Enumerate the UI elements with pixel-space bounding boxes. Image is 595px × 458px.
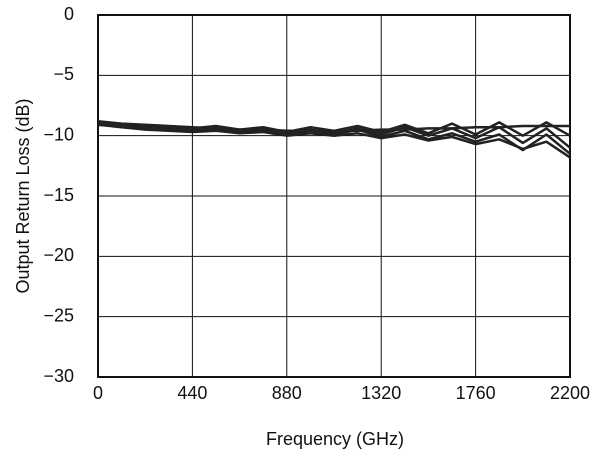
y-tick-label: −5	[53, 64, 74, 84]
plot-frame	[97, 14, 571, 378]
y-tick-label: −20	[43, 245, 74, 265]
x-tick-label: 1320	[361, 383, 401, 403]
x-tick-label: 0	[93, 383, 103, 403]
y-tick-label: −30	[43, 366, 74, 386]
y-tick-label: −25	[43, 305, 74, 325]
y-tick-label: −10	[43, 124, 74, 144]
series-line	[97, 123, 571, 159]
x-axis-label: Frequency (GHz)	[266, 429, 404, 449]
y-tick-label: −15	[43, 185, 74, 205]
y-tick-label: 0	[64, 4, 74, 24]
x-tick-label: 440	[177, 383, 207, 403]
x-tick-label: 880	[272, 383, 302, 403]
y-axis-label: Output Return Loss (dB)	[13, 98, 33, 293]
x-tick-label: 2200	[550, 383, 590, 403]
x-tick-label: 1760	[456, 383, 496, 403]
